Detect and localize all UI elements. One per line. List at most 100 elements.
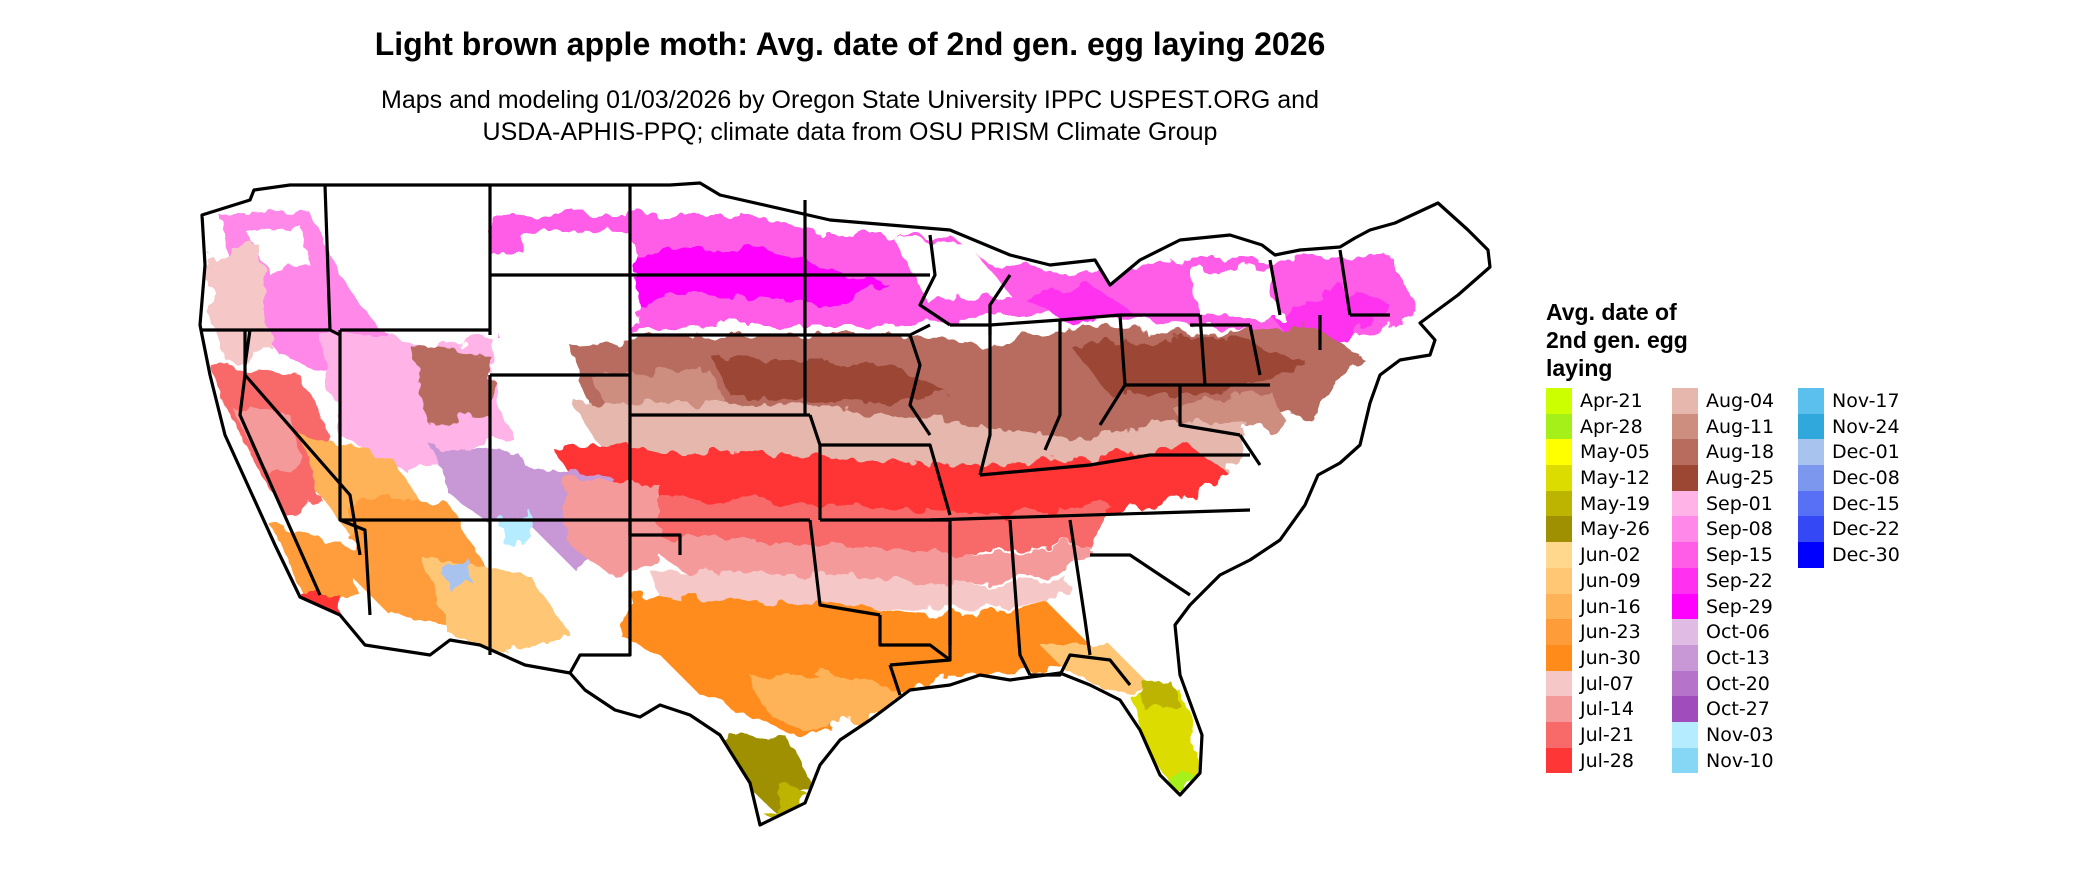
legend-item: Nov-10 — [1672, 747, 1802, 774]
legend-swatch — [1546, 439, 1572, 466]
legend-item: Jul-07 — [1546, 670, 1676, 697]
legend-swatch — [1546, 490, 1572, 517]
legend-label: Oct-20 — [1706, 672, 1770, 695]
subtitle-line-2: USDA-APHIS-PPQ; climate data from OSU PR… — [482, 118, 1218, 146]
legend-swatch — [1672, 465, 1698, 491]
legend-item: Oct-13 — [1672, 644, 1802, 671]
legend-swatch — [1546, 516, 1572, 543]
legend-item: Jun-02 — [1546, 542, 1676, 568]
legend-swatch — [1672, 619, 1698, 645]
legend-swatch — [1798, 542, 1824, 568]
legend-column-1: Apr-21 Apr-28 May-05 May-12 May-19 May-26 Jun-… — [1546, 388, 1676, 774]
legend-item: May-05 — [1546, 439, 1676, 466]
legend-title-line-1: Avg. date of — [1546, 299, 1677, 325]
legend-label: Nov-24 — [1832, 415, 1900, 438]
legend-item: Aug-04 — [1672, 388, 1802, 414]
legend-swatch — [1798, 516, 1824, 543]
legend-label: Jul-14 — [1580, 698, 1634, 721]
legend-label: Sep-15 — [1706, 544, 1773, 567]
legend-item: Sep-22 — [1672, 567, 1802, 594]
legend-item: Jun-23 — [1546, 619, 1676, 645]
legend-label: Dec-15 — [1832, 492, 1900, 515]
legend-item: Sep-01 — [1672, 490, 1802, 517]
legend-item: Jul-14 — [1546, 696, 1676, 722]
legend-item: Dec-30 — [1798, 542, 1928, 568]
legend-item: May-12 — [1546, 465, 1676, 491]
legend-item: Apr-21 — [1546, 388, 1676, 414]
legend-swatch — [1798, 490, 1824, 517]
legend-swatch — [1546, 696, 1572, 722]
legend-item: May-26 — [1546, 516, 1676, 543]
legend-item: Jul-28 — [1546, 747, 1676, 774]
legend-label: Aug-18 — [1706, 441, 1775, 464]
legend-item: Sep-15 — [1672, 542, 1802, 568]
legend-item: Oct-27 — [1672, 696, 1802, 722]
legend-item: Sep-29 — [1672, 593, 1802, 620]
subtitle-line-1: Maps and modeling 01/03/2026 by Oregon S… — [381, 86, 1319, 114]
legend-swatch — [1672, 542, 1698, 568]
legend-swatch — [1546, 388, 1572, 414]
legend-label: Nov-17 — [1832, 390, 1900, 412]
legend-swatch — [1798, 465, 1824, 491]
legend-label: May-19 — [1580, 492, 1650, 515]
legend-label: Jul-28 — [1580, 749, 1634, 772]
legend-swatch — [1672, 567, 1698, 594]
legend-label: Jun-30 — [1580, 646, 1641, 669]
map-color-zones — [200, 183, 1490, 825]
legend-swatch — [1672, 721, 1698, 748]
legend-item: Nov-17 — [1798, 388, 1928, 414]
legend-label: Nov-10 — [1706, 749, 1774, 772]
legend-item: Oct-06 — [1672, 619, 1802, 645]
us-egg-laying-map — [198, 181, 1492, 827]
legend-label: Jun-23 — [1580, 621, 1641, 644]
legend-label: Aug-04 — [1706, 390, 1775, 412]
state-boundaries — [198, 181, 1492, 827]
legend-swatch — [1672, 388, 1698, 414]
legend-label: Aug-11 — [1706, 415, 1775, 438]
legend-swatch — [1672, 593, 1698, 620]
legend-label: Oct-27 — [1706, 698, 1770, 721]
legend-item: Jun-16 — [1546, 593, 1676, 620]
legend-label: Oct-13 — [1706, 646, 1770, 669]
legend-column-2: Aug-04 Aug-11 Aug-18 Aug-25 Sep-01 Sep-08 Sep-… — [1672, 388, 1802, 774]
legend-column-3: Nov-17 Nov-24 Dec-01 Dec-08 Dec-15 Dec-22 Dec-… — [1798, 388, 1928, 568]
legend-item: Dec-22 — [1798, 516, 1928, 543]
legend-label: Sep-08 — [1706, 518, 1773, 541]
legend-swatch — [1546, 465, 1572, 491]
legend-label: May-12 — [1580, 467, 1650, 490]
legend-label: Jun-09 — [1580, 569, 1641, 592]
legend-swatch — [1546, 670, 1572, 697]
legend-item: Dec-15 — [1798, 490, 1928, 517]
legend-swatch — [1546, 593, 1572, 620]
legend-label: Dec-01 — [1832, 441, 1900, 464]
legend-item: Oct-20 — [1672, 670, 1802, 697]
legend-label: Jul-21 — [1580, 723, 1634, 746]
map-title: Light brown apple moth: Avg. date of 2nd… — [374, 26, 1326, 62]
legend-item: May-19 — [1546, 490, 1676, 517]
legend-item: Nov-24 — [1798, 413, 1928, 440]
legend-label: Nov-03 — [1706, 723, 1774, 746]
legend-label: May-05 — [1580, 441, 1650, 464]
legend-item: Aug-25 — [1672, 465, 1802, 491]
legend-item: Sep-08 — [1672, 516, 1802, 543]
legend-item: Nov-03 — [1672, 721, 1802, 748]
legend-label: Dec-30 — [1832, 544, 1900, 567]
legend-label: Sep-22 — [1706, 569, 1773, 592]
legend-item: Jul-21 — [1546, 721, 1676, 748]
legend-label: Sep-01 — [1706, 492, 1773, 515]
map-subtitle: Maps and modeling 01/03/2026 by Oregon S… — [0, 84, 1700, 148]
legend-item: Dec-01 — [1798, 439, 1928, 466]
legend-swatch — [1546, 747, 1572, 774]
legend-swatch — [1546, 721, 1572, 748]
legend-title-line-3: laying — [1546, 355, 1613, 381]
legend-swatch — [1672, 490, 1698, 517]
legend-item: Jun-09 — [1546, 567, 1676, 594]
legend-swatch — [1546, 542, 1572, 568]
legend-label: Jul-07 — [1580, 672, 1634, 695]
legend-swatch — [1546, 567, 1572, 594]
legend-swatch — [1798, 413, 1824, 440]
legend-item: Apr-28 — [1546, 413, 1676, 440]
legend-item: Dec-08 — [1798, 465, 1928, 491]
legend-swatch — [1672, 747, 1698, 774]
legend-swatch — [1672, 413, 1698, 440]
